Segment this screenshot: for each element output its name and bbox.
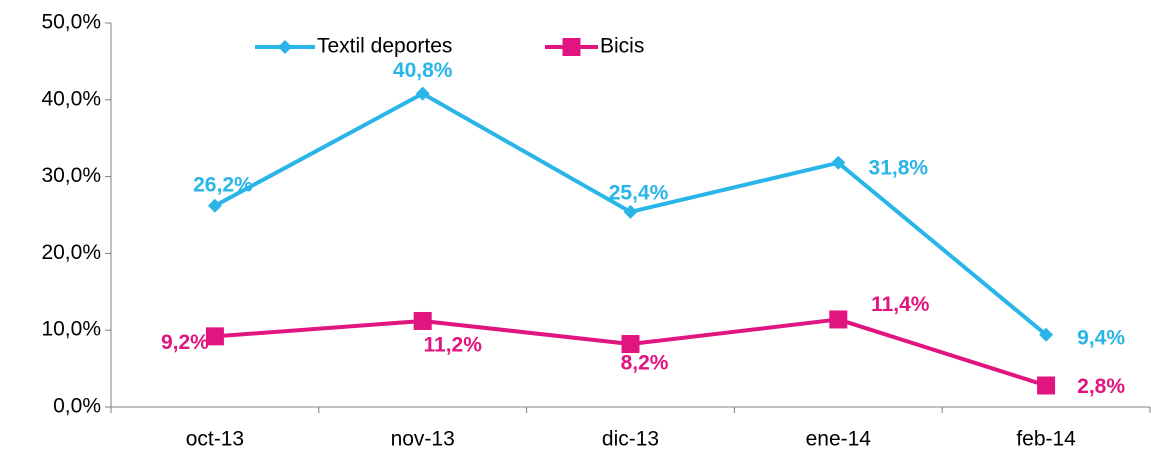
value-label: 9,4% bbox=[1077, 326, 1125, 349]
value-label: 31,8% bbox=[869, 156, 929, 179]
marker bbox=[207, 198, 222, 213]
legend-label: Textil deportes bbox=[317, 35, 452, 58]
value-label: 26,2% bbox=[193, 173, 253, 196]
value-label: 11,4% bbox=[871, 293, 930, 316]
x-tick-label: ene-14 bbox=[806, 428, 872, 450]
y-tick-label: 20,0% bbox=[41, 241, 101, 264]
value-label: 40,8% bbox=[393, 59, 453, 82]
y-tick-label: 50,0% bbox=[41, 11, 101, 34]
marker bbox=[621, 335, 640, 354]
x-tick-label: oct-13 bbox=[186, 428, 244, 450]
x-tick-label: nov-13 bbox=[391, 428, 455, 450]
value-label: 9,2% bbox=[161, 331, 209, 354]
value-label: 8,2% bbox=[621, 352, 669, 375]
value-label: 11,2% bbox=[424, 334, 483, 357]
marker bbox=[623, 204, 638, 219]
marker bbox=[1039, 327, 1054, 342]
y-tick-label: 40,0% bbox=[41, 87, 101, 110]
marker bbox=[829, 310, 848, 329]
value-label: 2,8% bbox=[1077, 375, 1125, 398]
marker bbox=[831, 155, 846, 170]
value-label: 25,4% bbox=[609, 181, 669, 204]
y-tick-label: 10,0% bbox=[41, 318, 101, 341]
legend-marker bbox=[278, 40, 292, 54]
marker bbox=[205, 327, 224, 346]
legend-marker bbox=[562, 38, 581, 56]
y-tick-label: 0,0% bbox=[53, 395, 101, 418]
marker bbox=[1037, 376, 1056, 395]
x-tick-label: dic-13 bbox=[602, 428, 659, 450]
x-tick-label: feb-14 bbox=[1016, 428, 1076, 450]
legend-label: Bicis bbox=[600, 35, 644, 58]
y-tick-label: 30,0% bbox=[41, 164, 101, 187]
marker bbox=[413, 311, 432, 330]
marker bbox=[415, 86, 430, 101]
